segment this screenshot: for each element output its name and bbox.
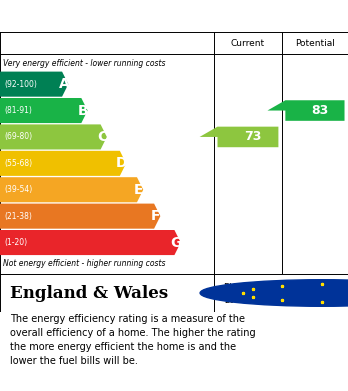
Text: (55-68): (55-68): [4, 159, 32, 168]
Text: The energy efficiency rating is a measure of the
overall efficiency of a home. T: The energy efficiency rating is a measur…: [10, 314, 256, 366]
Polygon shape: [268, 100, 345, 121]
Text: England & Wales: England & Wales: [10, 285, 168, 301]
Text: Energy Efficiency Rating: Energy Efficiency Rating: [10, 9, 220, 23]
Text: C: C: [97, 130, 108, 144]
Text: 73: 73: [245, 131, 262, 143]
Circle shape: [200, 280, 348, 306]
Text: Current: Current: [231, 38, 265, 47]
Text: (1-20): (1-20): [4, 238, 27, 247]
Text: (69-80): (69-80): [4, 133, 32, 142]
Text: E: E: [134, 183, 144, 197]
Text: F: F: [151, 209, 161, 223]
Text: Potential: Potential: [295, 38, 335, 47]
Polygon shape: [200, 127, 278, 147]
Polygon shape: [0, 151, 126, 176]
Text: B: B: [78, 104, 88, 118]
Text: Very energy efficient - lower running costs: Very energy efficient - lower running co…: [3, 59, 166, 68]
Polygon shape: [0, 98, 88, 123]
Polygon shape: [0, 230, 181, 255]
Polygon shape: [0, 204, 160, 229]
Text: (39-54): (39-54): [4, 185, 32, 194]
Polygon shape: [0, 72, 68, 97]
Polygon shape: [0, 177, 143, 202]
Text: Not energy efficient - higher running costs: Not energy efficient - higher running co…: [3, 260, 166, 269]
Text: 83: 83: [311, 104, 329, 117]
Text: 2002/91/EC: 2002/91/EC: [224, 295, 273, 304]
Text: G: G: [171, 235, 182, 249]
Text: (92-100): (92-100): [4, 80, 37, 89]
Text: D: D: [116, 156, 127, 170]
Text: (21-38): (21-38): [4, 212, 32, 221]
Text: A: A: [58, 77, 69, 91]
Polygon shape: [0, 124, 107, 149]
Text: EU Directive: EU Directive: [224, 283, 276, 292]
Text: (81-91): (81-91): [4, 106, 32, 115]
